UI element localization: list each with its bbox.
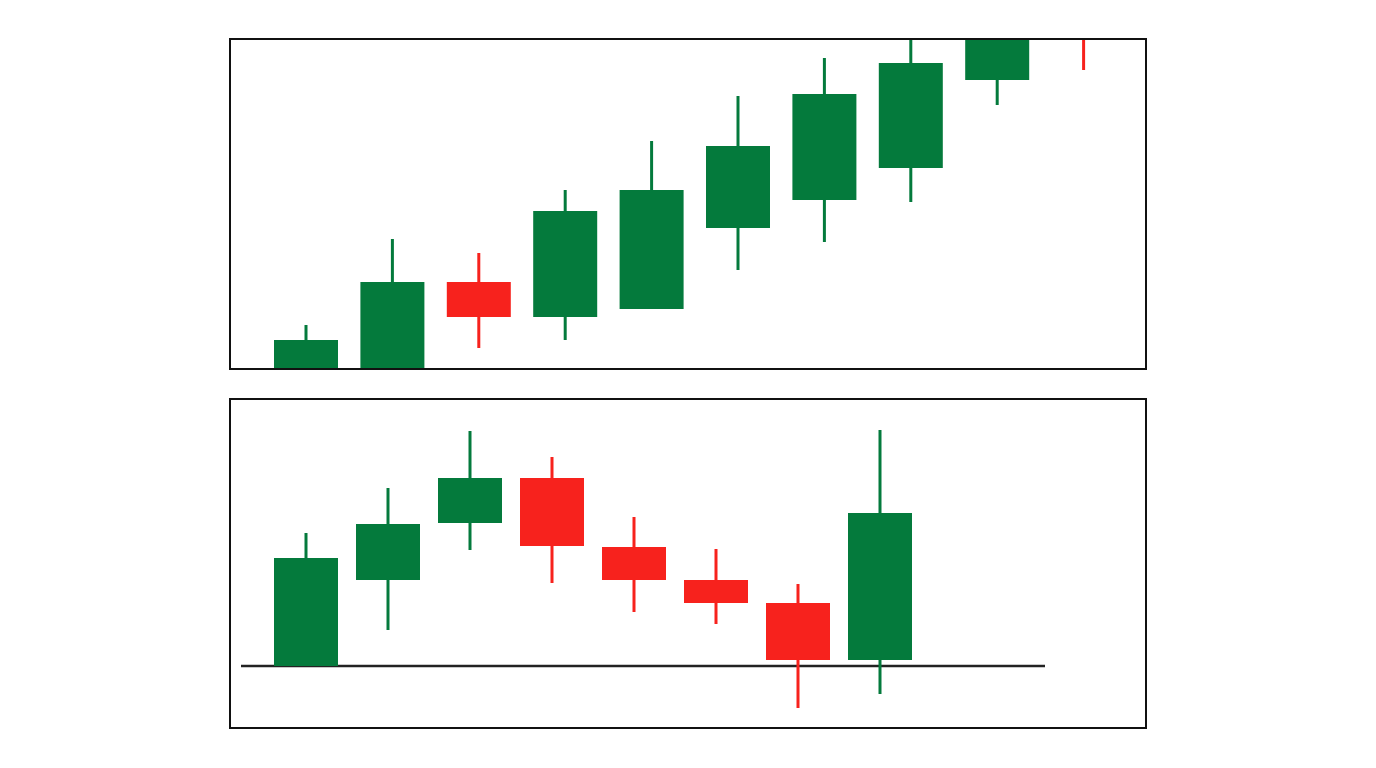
candle-body [356,524,420,580]
candle-body [766,603,830,660]
candle-body [878,63,943,168]
candle-body [792,94,857,200]
candle-body [274,340,338,368]
candle-body [706,146,770,228]
candle-body [520,478,584,546]
candle-body [446,282,511,317]
candle-body [533,211,598,317]
candles-panel [241,430,1045,708]
candle-body [619,190,684,309]
panel-frame [229,398,1147,729]
panel-frame [229,38,1147,370]
candle-body [1052,24,1116,39]
candle-body [848,513,912,660]
candle-body [274,558,338,666]
candle-body [684,580,748,603]
candle-body [602,547,666,580]
candle-body [438,478,502,523]
candles-panel [274,24,1116,368]
candle-body [965,40,1030,80]
candle-body [360,282,425,368]
